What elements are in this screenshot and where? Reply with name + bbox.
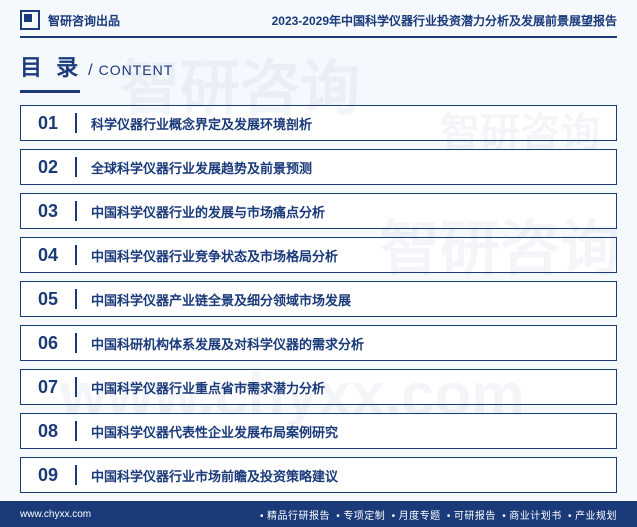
footer-items: •精品行研报告 •专项定制 •月度专题 •可研报告 •商业计划书 •产业规划 [95,507,617,522]
toc-number: 08 [21,421,77,441]
toc-item: 08 中国科学仪器代表性企业发展布局案例研究 [20,413,617,449]
toc-number: 06 [21,333,77,353]
toc-item: 03 中国科学仪器行业的发展与市场痛点分析 [20,193,617,229]
toc-item: 09 中国科学仪器行业市场前瞻及投资策略建议 [20,457,617,493]
toc-underline [20,90,80,93]
toc-text: 中国科学仪器行业重点省市需求潜力分析 [77,378,325,397]
toc-item: 01 科学仪器行业概念界定及发展环境剖析 [20,105,617,141]
toc-item: 06 中国科研机构体系发展及对科学仪器的需求分析 [20,325,617,361]
toc-number: 01 [21,113,77,133]
toc-text: 中国科研机构体系发展及对科学仪器的需求分析 [77,334,364,353]
toc-text: 中国科学仪器行业竞争状态及市场格局分析 [77,246,338,265]
toc-text: 全球科学仪器行业发展趋势及前景预测 [77,158,312,177]
toc-number: 07 [21,377,77,397]
toc-number: 04 [21,245,77,265]
footer-url: www.chyxx.com [20,509,91,520]
toc-item: 02 全球科学仪器行业发展趋势及前景预测 [20,149,617,185]
toc-text: 科学仪器行业概念界定及发展环境剖析 [77,114,312,133]
toc-title-en: CONTENT [99,62,174,78]
toc-text: 中国科学仪器行业的发展与市场痛点分析 [77,202,325,221]
toc-text: 中国科学仪器代表性企业发展布局案例研究 [77,422,338,441]
toc-number: 03 [21,201,77,221]
toc-title-cn: 目 录 [20,50,82,82]
report-title: 2023-2029年中国科学仪器行业投资潜力分析及发展前景展望报告 [128,12,617,29]
toc-text: 中国科学仪器行业市场前瞻及投资策略建议 [77,466,338,485]
footer: www.chyxx.com •精品行研报告 •专项定制 •月度专题 •可研报告 … [0,501,637,527]
toc-text: 中国科学仪器产业链全景及细分领域市场发展 [77,290,351,309]
toc-item: 05 中国科学仪器产业链全景及细分领域市场发展 [20,281,617,317]
toc-item: 04 中国科学仪器行业竞争状态及市场格局分析 [20,237,617,273]
toc-item: 07 中国科学仪器行业重点省市需求潜力分析 [20,369,617,405]
toc-header: 目 录 / CONTENT [0,38,637,90]
toc-number: 09 [21,465,77,485]
toc-slash: / [88,62,92,80]
brand-text: 智研咨询出品 [48,12,120,29]
toc-number: 02 [21,157,77,177]
toc-list: 01 科学仪器行业概念界定及发展环境剖析 02 全球科学仪器行业发展趋势及前景预… [0,105,637,493]
logo-icon [20,10,40,30]
toc-number: 05 [21,289,77,309]
header: 智研咨询出品 2023-2029年中国科学仪器行业投资潜力分析及发展前景展望报告 [0,0,637,36]
